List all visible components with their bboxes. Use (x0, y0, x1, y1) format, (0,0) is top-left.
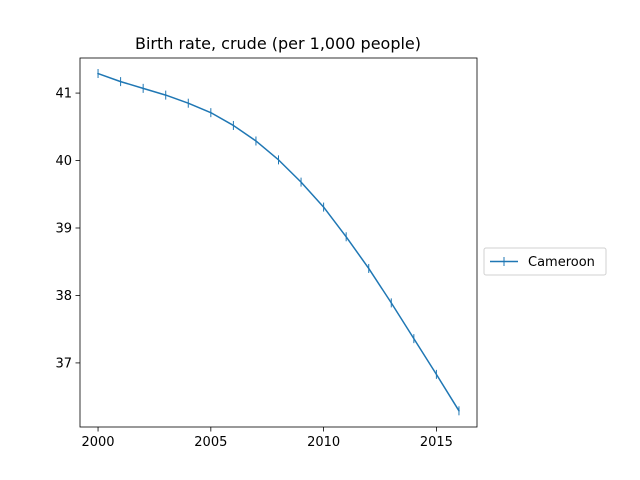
x-tick-label: 2000 (81, 435, 114, 450)
y-tick-label: 39 (55, 221, 72, 236)
y-tick-label: 38 (55, 289, 72, 304)
legend: Cameroon (483, 247, 607, 276)
y-tick-label: 37 (55, 356, 72, 371)
plot-area (97, 69, 460, 416)
y-tick-label: 40 (55, 154, 72, 169)
legend-box (483, 247, 607, 276)
x-tick-label: 2015 (420, 435, 453, 450)
x-tick-label: 2005 (194, 435, 227, 450)
x-tick-label: 2010 (307, 435, 340, 450)
y-tick-label: 41 (55, 87, 72, 102)
chart-title: Birth rate, crude (per 1,000 people) (135, 34, 421, 53)
axes-frame (79, 57, 478, 428)
axes: 2000 2005 2010 2015 37 38 39 40 41 (55, 57, 478, 450)
legend-label: Cameroon (528, 255, 595, 270)
